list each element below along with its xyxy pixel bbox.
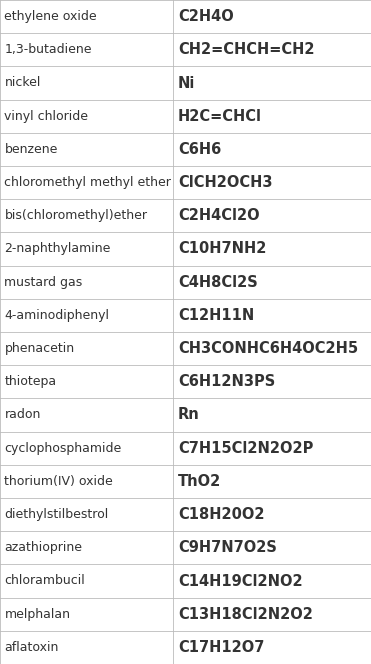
Text: CH2=CHCH=CH2: CH2=CHCH=CH2 [178, 42, 315, 57]
Text: C13H18Cl2N2O2: C13H18Cl2N2O2 [178, 607, 313, 622]
Text: Ni: Ni [178, 76, 196, 90]
Text: 2-naphthylamine: 2-naphthylamine [4, 242, 111, 256]
Text: thiotepa: thiotepa [4, 375, 56, 388]
Text: benzene: benzene [4, 143, 58, 156]
Text: thorium(IV) oxide: thorium(IV) oxide [4, 475, 113, 488]
Text: cyclophosphamide: cyclophosphamide [4, 442, 122, 455]
Text: C9H7N7O2S: C9H7N7O2S [178, 540, 277, 555]
Text: C4H8Cl2S: C4H8Cl2S [178, 275, 258, 290]
Text: C14H19Cl2NO2: C14H19Cl2NO2 [178, 574, 303, 588]
Text: C2H4Cl2O: C2H4Cl2O [178, 208, 260, 223]
Text: bis(chloromethyl)ether: bis(chloromethyl)ether [4, 209, 147, 222]
Text: azathioprine: azathioprine [4, 541, 82, 554]
Text: ethylene oxide: ethylene oxide [4, 10, 97, 23]
Text: C12H11N: C12H11N [178, 308, 255, 323]
Text: mustard gas: mustard gas [4, 276, 83, 289]
Text: H2C=CHCl: H2C=CHCl [178, 109, 262, 124]
Text: 1,3-butadiene: 1,3-butadiene [4, 43, 92, 56]
Text: Rn: Rn [178, 408, 200, 422]
Text: ClCH2OCH3: ClCH2OCH3 [178, 175, 273, 190]
Text: melphalan: melphalan [4, 608, 70, 621]
Text: phenacetin: phenacetin [4, 342, 75, 355]
Text: radon: radon [4, 408, 41, 422]
Text: chlorambucil: chlorambucil [4, 574, 85, 588]
Text: 4-aminodiphenyl: 4-aminodiphenyl [4, 309, 109, 322]
Text: C10H7NH2: C10H7NH2 [178, 242, 266, 256]
Text: vinyl chloride: vinyl chloride [4, 110, 88, 123]
Text: diethylstilbestrol: diethylstilbestrol [4, 508, 109, 521]
Text: C6H6: C6H6 [178, 142, 221, 157]
Text: C2H4O: C2H4O [178, 9, 234, 24]
Text: C7H15Cl2N2O2P: C7H15Cl2N2O2P [178, 441, 313, 456]
Text: C6H12N3PS: C6H12N3PS [178, 374, 275, 389]
Text: chloromethyl methyl ether: chloromethyl methyl ether [4, 176, 171, 189]
Text: ThO2: ThO2 [178, 474, 221, 489]
Text: CH3CONHC6H4OC2H5: CH3CONHC6H4OC2H5 [178, 341, 358, 356]
Text: aflatoxin: aflatoxin [4, 641, 59, 654]
Text: nickel: nickel [4, 76, 41, 90]
Text: C17H12O7: C17H12O7 [178, 640, 265, 655]
Text: C18H20O2: C18H20O2 [178, 507, 265, 522]
